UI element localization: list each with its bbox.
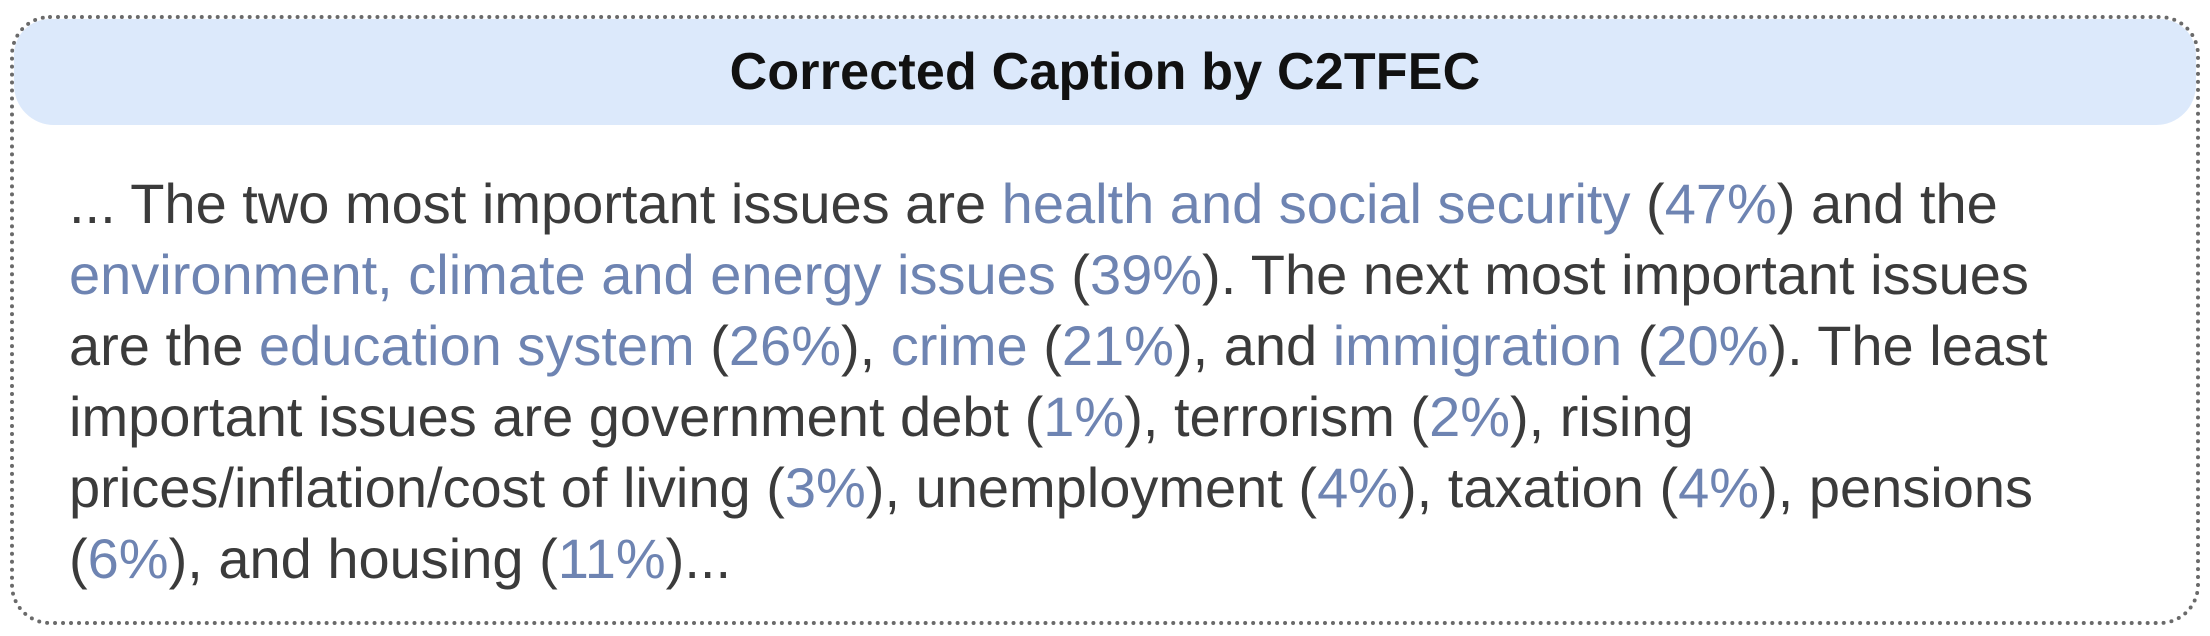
caption-text: ), and <box>1173 314 1333 377</box>
caption-text: ), terrorism ( <box>1124 385 1430 448</box>
highlighted-text: 21% <box>1061 314 1174 377</box>
highlighted-text: 2% <box>1429 385 1510 448</box>
caption-line: important issues are government debt (1%… <box>69 381 2154 452</box>
caption-text: ( <box>694 314 729 377</box>
highlighted-text: 47% <box>1664 172 1777 235</box>
highlighted-text: 20% <box>1656 314 1769 377</box>
caption-text: ). The least <box>1768 314 2048 377</box>
highlighted-text: 4% <box>1317 456 1399 519</box>
caption-line: are the education system (26%), crime (2… <box>69 310 2154 381</box>
caption-card: Corrected Caption by C2TFEC ... The two … <box>10 15 2200 625</box>
highlighted-text: immigration <box>1332 314 1623 377</box>
highlighted-text: 4% <box>1678 456 1760 519</box>
highlighted-text: environment, climate and energy issues <box>69 243 1056 306</box>
highlighted-text: crime <box>890 314 1028 377</box>
caption-text: ), pensions <box>1759 456 2033 519</box>
caption-text: ( <box>1622 314 1657 377</box>
caption-line: prices/inflation/cost of living (3%), un… <box>69 452 2154 523</box>
caption-body: ... The two most important issues are he… <box>69 168 2154 594</box>
caption-text: ), and housing ( <box>168 527 558 590</box>
caption-text: ), <box>841 314 891 377</box>
highlighted-text: 6% <box>87 527 169 590</box>
caption-text: ), rising <box>1510 385 1694 448</box>
highlighted-text: education system <box>258 314 695 377</box>
highlighted-text: 3% <box>784 456 866 519</box>
highlighted-text: health and social security <box>1001 172 1631 235</box>
caption-text: are the <box>69 314 259 377</box>
caption-text: ) and the <box>1776 172 1998 235</box>
caption-title: Corrected Caption by C2TFEC <box>729 43 1481 101</box>
caption-text: ( <box>1630 172 1665 235</box>
caption-text: ... The two most important issues are <box>69 172 1002 235</box>
highlighted-text: 26% <box>728 314 841 377</box>
caption-line: environment, climate and energy issues (… <box>69 239 2154 310</box>
highlighted-text: 11% <box>557 527 666 590</box>
caption-text: )... <box>665 527 731 590</box>
highlighted-text: 1% <box>1043 385 1125 448</box>
highlighted-text: 39% <box>1089 243 1203 306</box>
caption-text: ( <box>1027 314 1062 377</box>
caption-text: important issues are government debt ( <box>69 385 1044 448</box>
caption-text: prices/inflation/cost of living ( <box>69 456 785 519</box>
caption-text: ( <box>1055 243 1090 306</box>
caption-text: ), unemployment ( <box>865 456 1318 519</box>
caption-header: Corrected Caption by C2TFEC <box>14 19 2196 125</box>
caption-text: ), taxation ( <box>1398 456 1679 519</box>
caption-text: ). The next most important issues <box>1202 243 2029 306</box>
caption-line: (6%), and housing (11%)... <box>69 523 2154 594</box>
caption-line: ... The two most important issues are he… <box>69 168 2154 239</box>
caption-text: ( <box>69 527 88 590</box>
